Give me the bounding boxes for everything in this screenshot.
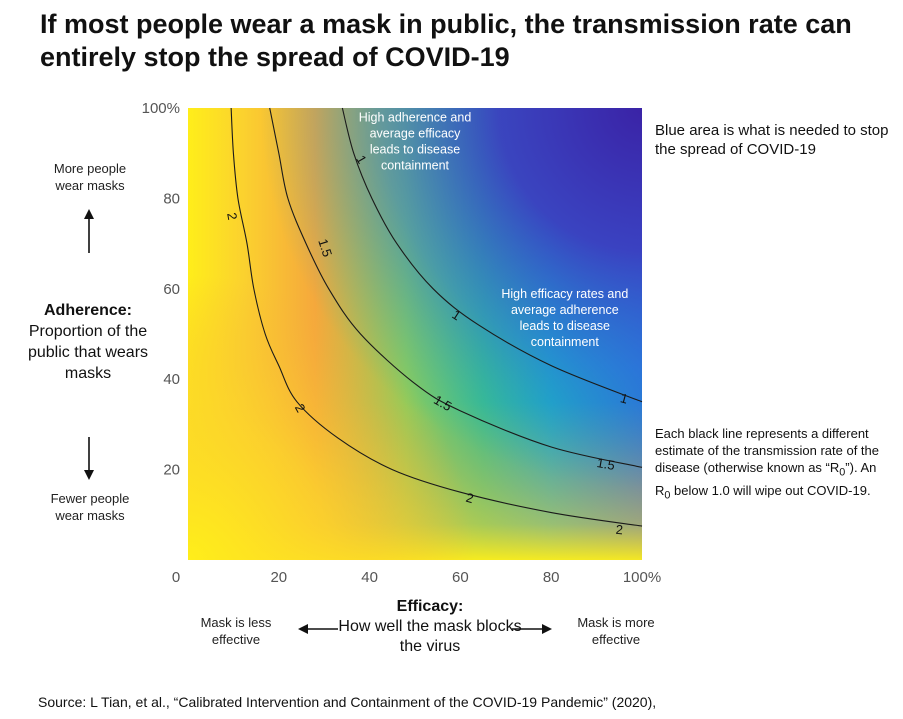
- up-arrowhead-icon: [84, 209, 94, 219]
- x-tick-label: 100%: [623, 569, 661, 586]
- y-tick-label: 80: [163, 190, 180, 207]
- chart-annotations: High adherence and average efficacy leads …: [359, 111, 629, 349]
- x-tick-label: 0: [172, 569, 180, 586]
- down-arrowhead-icon: [84, 470, 94, 480]
- annotation-text: High efficacy rates and average adherence…: [501, 287, 628, 349]
- annotation-line: average efficacy: [370, 127, 462, 141]
- y-tick-label: 40: [163, 371, 180, 388]
- heatmap-high-corner: [188, 108, 642, 560]
- y-bottom-hint: Fewer people wear masks: [50, 491, 130, 523]
- y-tick-label: 60: [163, 281, 180, 298]
- y-tick-label: 20: [163, 462, 180, 479]
- right-arrowhead-icon: [542, 624, 552, 634]
- annotation-line: containment: [531, 335, 600, 349]
- arrows: [84, 209, 552, 634]
- chart-title: If most people wear a mask in public, th…: [40, 9, 852, 72]
- x-axis-title: Efficacy: How well the mask blocks the v…: [335, 597, 525, 657]
- y-tick-label: 100%: [142, 100, 180, 117]
- y-axis-title: Adherence: Proportion of the public that…: [8, 300, 168, 384]
- left-arrowhead-icon: [298, 624, 308, 634]
- contour-label: 2: [615, 522, 624, 538]
- x-axis-title-bold: Efficacy:: [396, 598, 464, 615]
- contour-lines: [230, 107, 643, 527]
- x-tick-label: 20: [270, 569, 287, 586]
- y-axis-title-bold: Adherence:: [43, 302, 133, 319]
- blue-area-note: Blue area is what is needed to stop the …: [655, 122, 889, 158]
- contour-label: 2: [464, 490, 475, 506]
- annotation-line: leads to disease: [370, 143, 460, 157]
- x-axis-title-rest: How well the mask blocks the virus: [338, 618, 522, 655]
- x-tick-label: 80: [543, 569, 560, 586]
- y-axis-title-rest: Proportion of the public that wears mask…: [27, 323, 149, 382]
- x-tick-label: 60: [452, 569, 469, 586]
- contour-label: 1: [619, 390, 630, 406]
- x-right-hint: Mask is more effective: [577, 615, 655, 647]
- annotation-line: average adherence: [511, 303, 619, 317]
- x-left-hint: Mask is less effective: [200, 615, 272, 647]
- contour-line-1: [341, 107, 643, 403]
- annotation-line: containment: [381, 159, 450, 173]
- axis-ticks: 0 20 40 60 80 100% 20 40 60 80 100%: [142, 100, 662, 586]
- contour-label: 1.5: [596, 455, 616, 473]
- contour-line-1-5: [269, 107, 643, 468]
- annotation-line: High adherence and: [359, 111, 472, 125]
- annotation-text: High adherence and average efficacy leads …: [359, 111, 472, 173]
- contour-lines-note: Each black line represents a different e…: [655, 426, 879, 502]
- source-note: Source: L Tian, et al., “Calibrated Inte…: [38, 694, 657, 710]
- y-top-hint: More people wear masks: [53, 161, 127, 193]
- contour-label: 2: [224, 211, 240, 221]
- contour-line-2: [230, 107, 643, 527]
- contour-label: 1.5: [315, 237, 335, 259]
- x-tick-label: 40: [361, 569, 378, 586]
- annotation-line: leads to disease: [520, 319, 610, 333]
- plot-area: [188, 108, 642, 560]
- annotation-line: High efficacy rates and: [501, 287, 628, 301]
